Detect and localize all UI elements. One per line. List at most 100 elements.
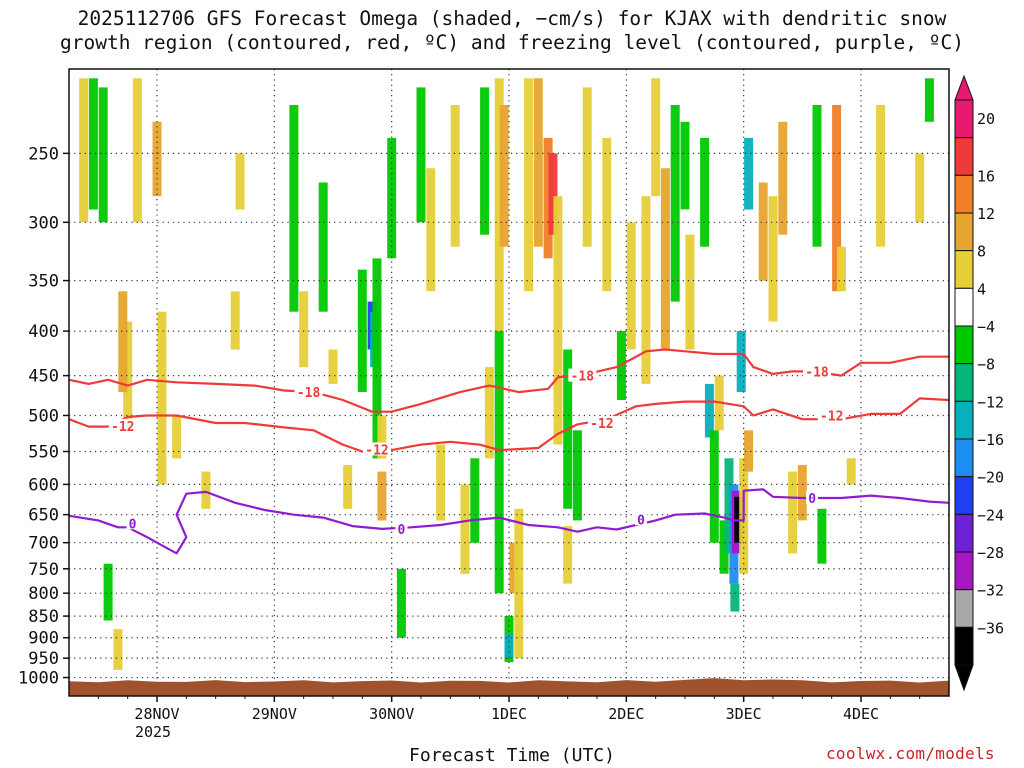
omega-cell — [328, 349, 338, 384]
omega-cell — [582, 87, 592, 247]
omega-cell — [572, 430, 582, 521]
omega-cell — [499, 105, 509, 247]
omega-cell — [509, 542, 519, 594]
omega-cell — [744, 430, 754, 472]
omega-cell — [758, 182, 768, 281]
omega-cell — [744, 137, 754, 210]
contour-label: 0 — [398, 523, 406, 538]
omega-cell — [494, 78, 504, 332]
colorbar-label: −16 — [977, 431, 1004, 449]
x-tick-label: 3DEC — [726, 705, 762, 723]
omega-cell — [709, 430, 719, 543]
omega-cell — [152, 121, 162, 197]
omega-cell — [553, 196, 563, 445]
colorbar-swatch — [954, 250, 974, 289]
omega-cell — [157, 311, 167, 485]
x-tick-label: 30NOV — [369, 705, 414, 723]
contour-minus-12 — [69, 397, 949, 453]
omega-cell — [235, 153, 245, 210]
y-tick-label: 700 — [28, 534, 59, 554]
colorbar-label: −24 — [977, 506, 1004, 524]
contour-label-bg — [806, 491, 819, 505]
colorbar-swatch — [954, 174, 974, 214]
y-tick-label: 950 — [28, 649, 59, 669]
contour-label-bg — [395, 521, 408, 535]
omega-cell — [103, 563, 113, 621]
omega-cell — [504, 633, 514, 659]
contour-label: -12 — [820, 409, 843, 424]
omega-cell — [118, 291, 128, 393]
omega-cell — [524, 78, 534, 292]
contour-label: 0 — [129, 517, 137, 532]
omega-cell — [113, 629, 123, 670]
omega-cell — [778, 121, 788, 235]
colorbar-swatch — [954, 438, 974, 478]
y-tick-label: 600 — [28, 475, 59, 495]
omega-cell — [201, 471, 211, 509]
y-tick-label: 900 — [28, 629, 59, 649]
contour-freezing-level — [69, 488, 949, 555]
colorbar-label: −20 — [977, 469, 1004, 487]
omega-cell — [289, 105, 299, 312]
y-axis: 2503003504004505005506006507007508008509… — [18, 144, 69, 689]
colorbar-label: −32 — [977, 582, 1004, 600]
x-tick-label: 1DEC — [491, 705, 527, 723]
contour-label-bg — [587, 415, 616, 429]
x-axis-label: Forecast Time (UTC) — [409, 745, 615, 766]
omega-cell — [797, 465, 807, 521]
omega-cell — [357, 269, 367, 392]
omega-cell — [514, 508, 524, 659]
omega-cell — [377, 471, 387, 521]
contour-label: -18 — [297, 386, 321, 401]
omega-cell — [651, 78, 661, 197]
x-tick-label: 28NOV — [134, 705, 179, 723]
omega-shading — [79, 78, 934, 670]
colorbar-swatch — [954, 137, 974, 176]
colorbar-label: 20 — [977, 110, 995, 128]
credit-link[interactable]: coolwx.com/models — [826, 744, 995, 763]
omega-cell — [88, 78, 98, 210]
colorbar-swatch — [954, 476, 974, 515]
omega-cell — [132, 78, 142, 223]
omega-cell — [98, 87, 108, 223]
omega-cell — [836, 246, 846, 292]
chart-title-line-1: 2025112706 GFS Forecast Omega (shaded, −… — [77, 7, 947, 30]
y-tick-label: 550 — [28, 443, 59, 463]
y-tick-label: 800 — [28, 584, 59, 604]
omega-cell — [172, 415, 182, 459]
omega-cell — [230, 291, 240, 350]
grid-lines — [69, 69, 949, 696]
omega-cell — [426, 168, 436, 292]
omega-cell — [484, 367, 494, 459]
omega-cell — [377, 415, 387, 459]
colorbar-top-arrow — [954, 74, 974, 101]
colorbar-label: 4 — [977, 280, 986, 298]
omega-cell — [670, 105, 680, 302]
colorbar-label: 8 — [977, 243, 986, 261]
omega-cell — [372, 258, 382, 459]
colorbar-label: 16 — [977, 167, 995, 185]
y-tick-label: 650 — [28, 506, 59, 526]
omega-cell — [563, 526, 573, 584]
omega-cell — [494, 331, 504, 594]
omega-cell — [543, 137, 553, 259]
y-tick-label: 500 — [28, 406, 59, 426]
colorbar-label: −28 — [977, 544, 1004, 562]
omega-cell — [626, 222, 636, 350]
x-tick-label: 29NOV — [252, 705, 297, 723]
omega-cell — [299, 291, 309, 368]
x-tick-label: 4DEC — [843, 705, 879, 723]
colorbar-label: 12 — [977, 205, 995, 223]
contour-label-bg — [126, 516, 139, 530]
omega-cell — [915, 153, 925, 223]
omega-cell — [387, 137, 397, 259]
contour-minus-18 — [69, 348, 949, 413]
contour-label: -12 — [365, 443, 388, 458]
omega-cell — [318, 182, 328, 312]
omega-cell — [79, 78, 89, 223]
y-tick-label: 400 — [28, 322, 59, 342]
colorbar-swatch — [954, 513, 974, 553]
omega-cell — [436, 444, 446, 521]
